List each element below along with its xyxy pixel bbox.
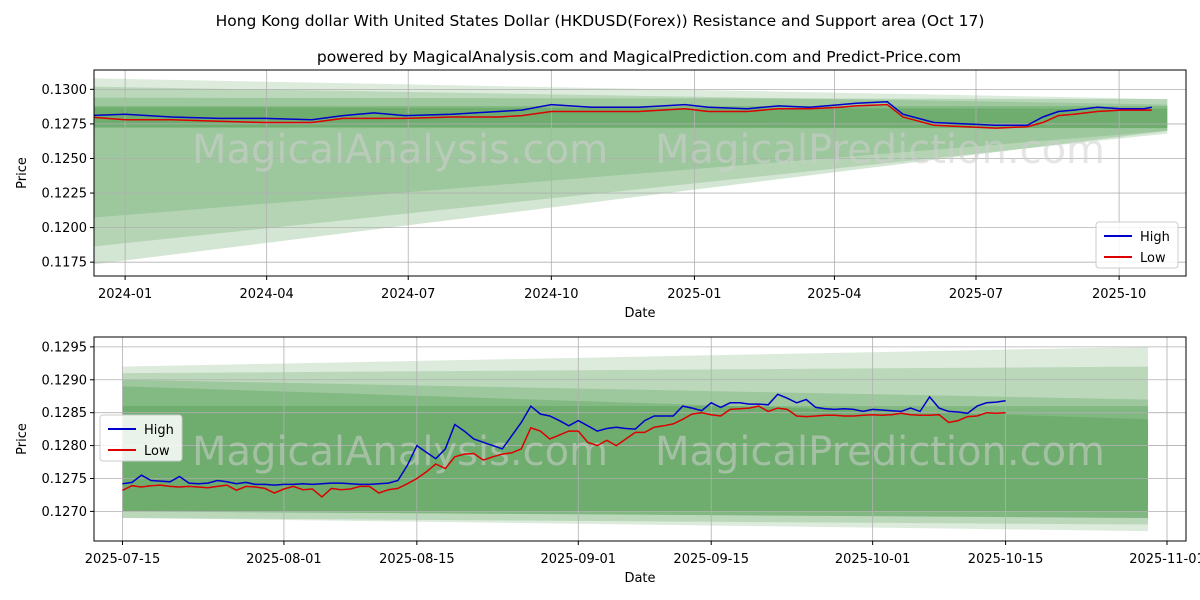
x-axis-label: Date bbox=[624, 306, 655, 321]
series-line-low bbox=[94, 103, 1152, 129]
legend-label-low: Low bbox=[144, 444, 170, 459]
legend-label-high: High bbox=[144, 423, 174, 438]
support-resistance-band bbox=[122, 346, 1149, 532]
x-tick-label: 2025-11-01 bbox=[1129, 552, 1200, 567]
bottom-chart-panel: MagicalAnalysis.com MagicalPrediction.com… bbox=[15, 336, 1200, 586]
y-tick-label: 0.1285 bbox=[42, 406, 88, 421]
x-axis-label: Date bbox=[624, 571, 655, 586]
legend: High Low bbox=[99, 414, 183, 462]
y-tick-label: 0.1280 bbox=[42, 439, 88, 454]
y-tick-label: 0.1290 bbox=[42, 373, 88, 388]
x-tick-label: 2025-04 bbox=[807, 287, 861, 302]
x-tick-label: 2025-01 bbox=[667, 287, 721, 302]
axes-frame bbox=[93, 336, 1187, 542]
y-tick-label: 0.1200 bbox=[42, 221, 88, 236]
x-tick-label: 2025-08-01 bbox=[246, 552, 322, 567]
x-tick-label: 2025-09-01 bbox=[540, 552, 616, 567]
y-tick-label: 0.1300 bbox=[42, 83, 88, 98]
y-tick-label: 0.1275 bbox=[42, 117, 88, 132]
x-tick-label: 2025-07 bbox=[949, 287, 1003, 302]
top-chart-panel: MagicalAnalysis.com MagicalPrediction.com… bbox=[15, 69, 1187, 321]
x-tick-label: 2025-08-15 bbox=[379, 552, 455, 567]
x-tick-label: 2024-01 bbox=[98, 287, 152, 302]
legend: High Low bbox=[1095, 221, 1179, 269]
legend-box bbox=[99, 414, 183, 462]
legend-label-high: High bbox=[1140, 230, 1170, 245]
plot-area: MagicalAnalysis.com MagicalPrediction.com bbox=[94, 70, 1186, 276]
legend-label-low: Low bbox=[1140, 251, 1166, 266]
y-tick-label: 0.1175 bbox=[42, 256, 88, 271]
axes-frame bbox=[93, 69, 1187, 277]
x-tick-label: 2025-10-15 bbox=[968, 552, 1044, 567]
support-resistance-band bbox=[94, 86, 1168, 247]
y-axis-label: Price bbox=[15, 157, 30, 189]
watermark-text: MagicalAnalysis.com bbox=[192, 127, 608, 173]
y-axis-label: Price bbox=[15, 423, 30, 455]
x-tick-label: 2024-04 bbox=[240, 287, 294, 302]
series-line-high bbox=[94, 101, 1152, 127]
watermark-text: MagicalPrediction.com bbox=[655, 429, 1105, 475]
y-tick-label: 0.1295 bbox=[42, 340, 88, 355]
watermark-text: MagicalAnalysis.com bbox=[192, 429, 608, 475]
chart-subtitle: powered by MagicalAnalysis.com and Magic… bbox=[317, 48, 961, 66]
y-tick-label: 0.1250 bbox=[42, 152, 88, 167]
watermark-text: MagicalPrediction.com bbox=[655, 127, 1105, 173]
x-tick-label: 2025-07-15 bbox=[85, 552, 161, 567]
x-tick-label: 2024-10 bbox=[524, 287, 578, 302]
plot-area: MagicalAnalysis.com MagicalPrediction.com bbox=[94, 337, 1186, 541]
y-tick-label: 0.1225 bbox=[42, 187, 88, 202]
y-tick-label: 0.1270 bbox=[42, 505, 88, 520]
support-resistance-band bbox=[122, 406, 1149, 518]
support-resistance-band bbox=[122, 386, 1149, 512]
chart-title: Hong Kong dollar With United States Doll… bbox=[216, 12, 985, 30]
support-resistance-band bbox=[94, 107, 1168, 129]
y-tick-label: 0.1275 bbox=[42, 472, 88, 487]
x-tick-label: 2024-07 bbox=[381, 287, 435, 302]
legend-box bbox=[1095, 221, 1179, 269]
series-line-low bbox=[122, 405, 1006, 498]
series-line-high bbox=[122, 393, 1006, 486]
x-tick-label: 2025-10-01 bbox=[835, 552, 911, 567]
x-tick-label: 2025-10 bbox=[1092, 287, 1146, 302]
support-resistance-band bbox=[94, 97, 1168, 265]
x-tick-label: 2025-09-15 bbox=[673, 552, 749, 567]
